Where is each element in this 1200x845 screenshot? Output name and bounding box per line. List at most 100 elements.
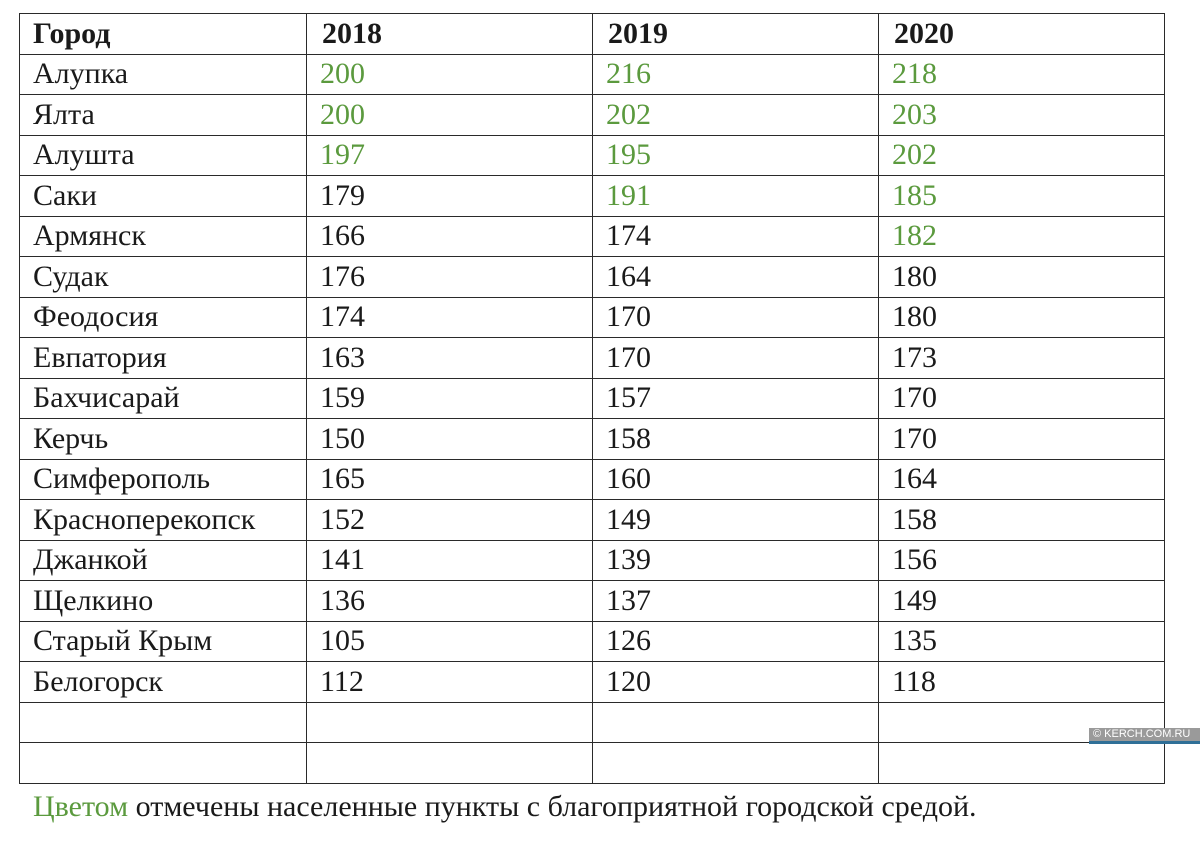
cell-value-2020: 180 (878, 296, 1165, 338)
cell-value-2020: 173 (878, 337, 1165, 379)
table-row: Старый Крым 105 126 135 (19, 620, 1165, 662)
table-row: Ялта 200 202 203 (19, 94, 1165, 136)
table-header-row: Город 2018 2019 2020 (19, 13, 1165, 55)
cell-value-2019: 191 (592, 175, 879, 217)
city-environment-table: Город 2018 2019 2020 Алупка 200 216 218 Ялта… (19, 13, 1165, 784)
table-body: Алупка 200 216 218 Ялта 200 202 203 Алушта 197 195… (19, 53, 1165, 784)
cell-value-2019 (592, 701, 879, 743)
cell-value-2020: 182 (878, 215, 1165, 257)
cell-value-2019: 158 (592, 418, 879, 460)
cell-value-2018: 200 (306, 94, 593, 136)
cell-value-2019: 149 (592, 499, 879, 541)
cell-value-2018: 165 (306, 458, 593, 500)
table-row: Саки 179 191 185 (19, 175, 1165, 217)
footer-highlight: Цветом (33, 790, 129, 823)
cell-value-2020: 158 (878, 499, 1165, 541)
cell-value-2018: 112 (306, 661, 593, 703)
watermark: © KERCH.COM.RU (1089, 728, 1200, 744)
header-year-2020: 2020 (878, 13, 1165, 55)
table-row: Джанкой 141 139 156 (19, 539, 1165, 581)
cell-value-2019: 160 (592, 458, 879, 500)
cell-city: Симферополь (19, 458, 307, 500)
table-row: Армянск 166 174 182 (19, 215, 1165, 257)
cell-value-2018 (306, 701, 593, 743)
header-city: Город (19, 13, 307, 55)
cell-value-2018: 179 (306, 175, 593, 217)
table-row: Красноперекопск 152 149 158 (19, 499, 1165, 541)
cell-value-2019: 170 (592, 296, 879, 338)
cell-value-2020: 203 (878, 94, 1165, 136)
table-row: Керчь 150 158 170 (19, 418, 1165, 460)
cell-value-2019: 120 (592, 661, 879, 703)
cell-city: Бахчисарай (19, 377, 307, 419)
cell-city: Щелкино (19, 580, 307, 622)
cell-value-2018 (306, 742, 593, 784)
cell-city: Джанкой (19, 539, 307, 581)
cell-value-2019: 164 (592, 256, 879, 298)
cell-city (19, 701, 307, 743)
cell-value-2018: 176 (306, 256, 593, 298)
table-row (19, 701, 1165, 743)
cell-value-2020: 149 (878, 580, 1165, 622)
cell-value-2019: 139 (592, 539, 879, 581)
cell-value-2019 (592, 742, 879, 784)
cell-value-2020: 164 (878, 458, 1165, 500)
table-row (19, 742, 1165, 784)
header-year-2018: 2018 (306, 13, 593, 55)
cell-value-2018: 200 (306, 53, 593, 95)
cell-value-2018: 159 (306, 377, 593, 419)
cell-city: Алушта (19, 134, 307, 176)
footer-text: отмечены населенные пункты с благоприятн… (128, 790, 977, 823)
cell-value-2019: 137 (592, 580, 879, 622)
cell-value-2019: 216 (592, 53, 879, 95)
cell-value-2018: 166 (306, 215, 593, 257)
cell-value-2020: 118 (878, 661, 1165, 703)
cell-city: Белогорск (19, 661, 307, 703)
cell-city: Старый Крым (19, 620, 307, 662)
cell-value-2020: 185 (878, 175, 1165, 217)
cell-value-2019: 195 (592, 134, 879, 176)
cell-value-2020: 180 (878, 256, 1165, 298)
cell-city: Керчь (19, 418, 307, 460)
table-row: Феодосия 174 170 180 (19, 296, 1165, 338)
cell-value-2019: 202 (592, 94, 879, 136)
cell-value-2018: 136 (306, 580, 593, 622)
cell-value-2020: 170 (878, 418, 1165, 460)
cell-value-2020: 202 (878, 134, 1165, 176)
cell-value-2018: 152 (306, 499, 593, 541)
footer-note: Цветом отмечены населенные пункты с благ… (33, 790, 977, 824)
cell-value-2018: 105 (306, 620, 593, 662)
table-row: Щелкино 136 137 149 (19, 580, 1165, 622)
cell-value-2020 (878, 742, 1165, 784)
cell-value-2018: 150 (306, 418, 593, 460)
cell-value-2019: 126 (592, 620, 879, 662)
cell-value-2020: 135 (878, 620, 1165, 662)
table-row: Симферополь 165 160 164 (19, 458, 1165, 500)
cell-city: Алупка (19, 53, 307, 95)
cell-value-2020: 170 (878, 377, 1165, 419)
cell-city: Армянск (19, 215, 307, 257)
table-row: Евпатория 163 170 173 (19, 337, 1165, 379)
cell-city: Евпатория (19, 337, 307, 379)
cell-city: Красноперекопск (19, 499, 307, 541)
cell-city: Судак (19, 256, 307, 298)
table-row: Алушта 197 195 202 (19, 134, 1165, 176)
cell-city: Феодосия (19, 296, 307, 338)
table-row: Судак 176 164 180 (19, 256, 1165, 298)
cell-value-2018: 174 (306, 296, 593, 338)
table-row: Белогорск 112 120 118 (19, 661, 1165, 703)
cell-value-2018: 141 (306, 539, 593, 581)
table-row: Алупка 200 216 218 (19, 53, 1165, 95)
cell-city: Саки (19, 175, 307, 217)
table-row: Бахчисарай 159 157 170 (19, 377, 1165, 419)
cell-value-2019: 157 (592, 377, 879, 419)
cell-value-2019: 170 (592, 337, 879, 379)
cell-value-2020: 156 (878, 539, 1165, 581)
header-year-2019: 2019 (592, 13, 879, 55)
cell-value-2018: 163 (306, 337, 593, 379)
cell-city (19, 742, 307, 784)
cell-value-2018: 197 (306, 134, 593, 176)
cell-city: Ялта (19, 94, 307, 136)
cell-value-2019: 174 (592, 215, 879, 257)
cell-value-2020: 218 (878, 53, 1165, 95)
